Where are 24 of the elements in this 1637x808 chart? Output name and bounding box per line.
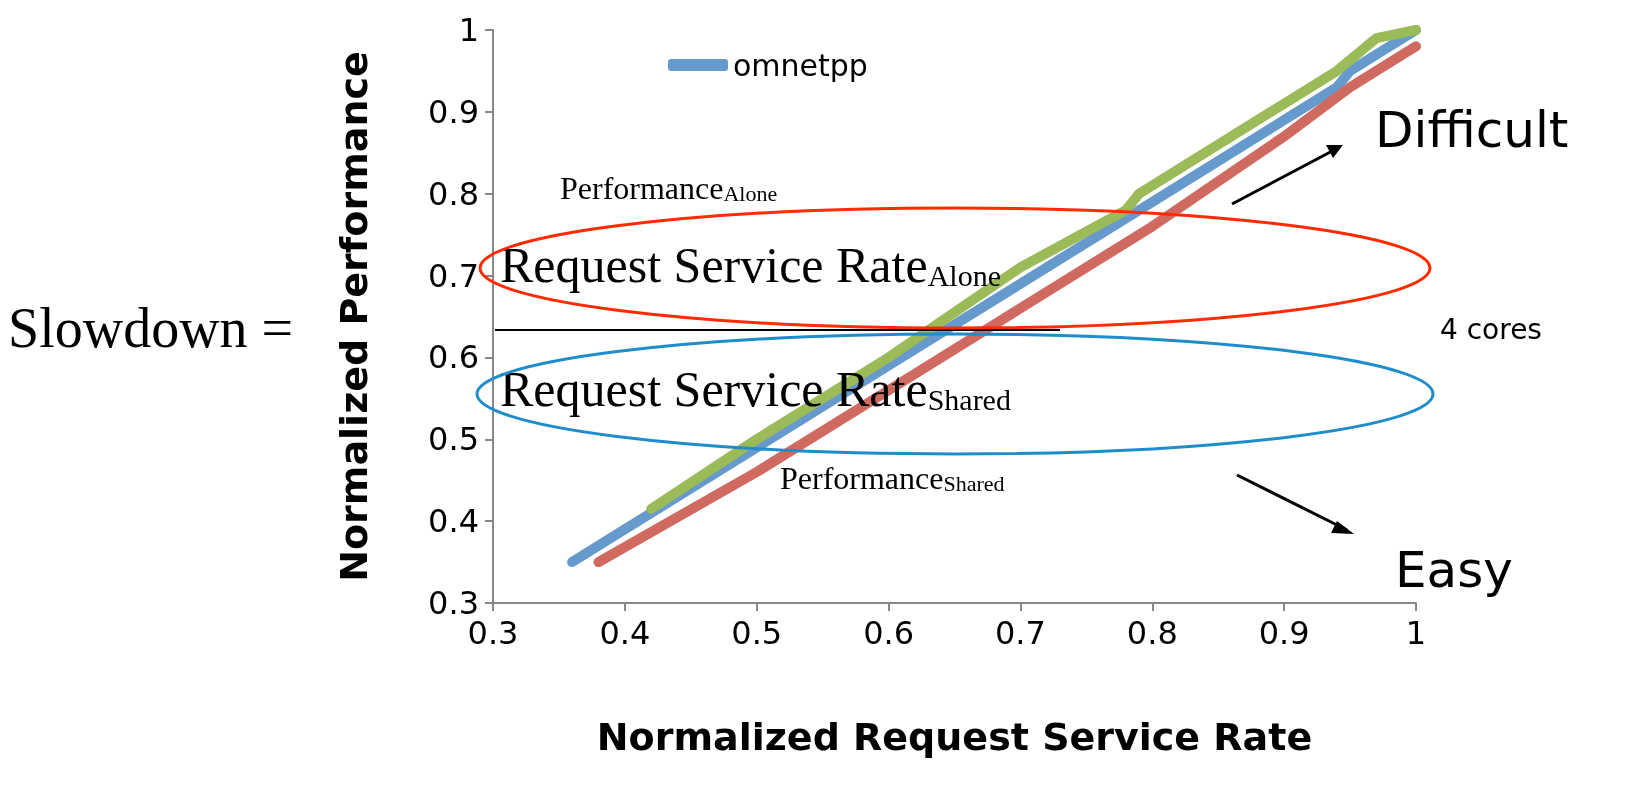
- y-tick-label: 1: [458, 11, 479, 49]
- x-tick-label: 0.9: [1258, 614, 1310, 652]
- x-tick-label: 0.5: [731, 614, 783, 652]
- x-tick-label: 0.8: [1126, 614, 1178, 652]
- annotation: Difficult: [1375, 101, 1569, 159]
- text: 4 cores: [1440, 312, 1542, 346]
- x-tick-label: 0.4: [599, 614, 651, 652]
- y-tick-label: 0.7: [428, 256, 479, 295]
- annotation: PerformanceAlone: [560, 170, 778, 206]
- annotation: Easy: [1395, 541, 1513, 599]
- x-tick-label: 1: [1405, 614, 1427, 652]
- annotation: Request Service RateAlone: [500, 237, 1001, 293]
- y-tick-label: 0.9: [428, 92, 479, 131]
- x-axis-title: Normalized Request Service Rate: [596, 715, 1313, 759]
- annotation: PerformanceShared: [780, 460, 1005, 496]
- y-axis-title: Normalized Performance: [332, 51, 376, 582]
- y-tick-label: 0.6: [428, 338, 479, 377]
- y-tick-label: 0.5: [428, 420, 479, 459]
- text: Slowdown =: [8, 297, 294, 359]
- x-tick-label: 0.7: [994, 614, 1046, 652]
- x-tick-label: 0.6: [863, 614, 915, 652]
- y-tick-label: 0.8: [428, 174, 479, 213]
- y-tick-label: 0.4: [428, 502, 479, 541]
- legend-label: omnetpp: [733, 47, 868, 83]
